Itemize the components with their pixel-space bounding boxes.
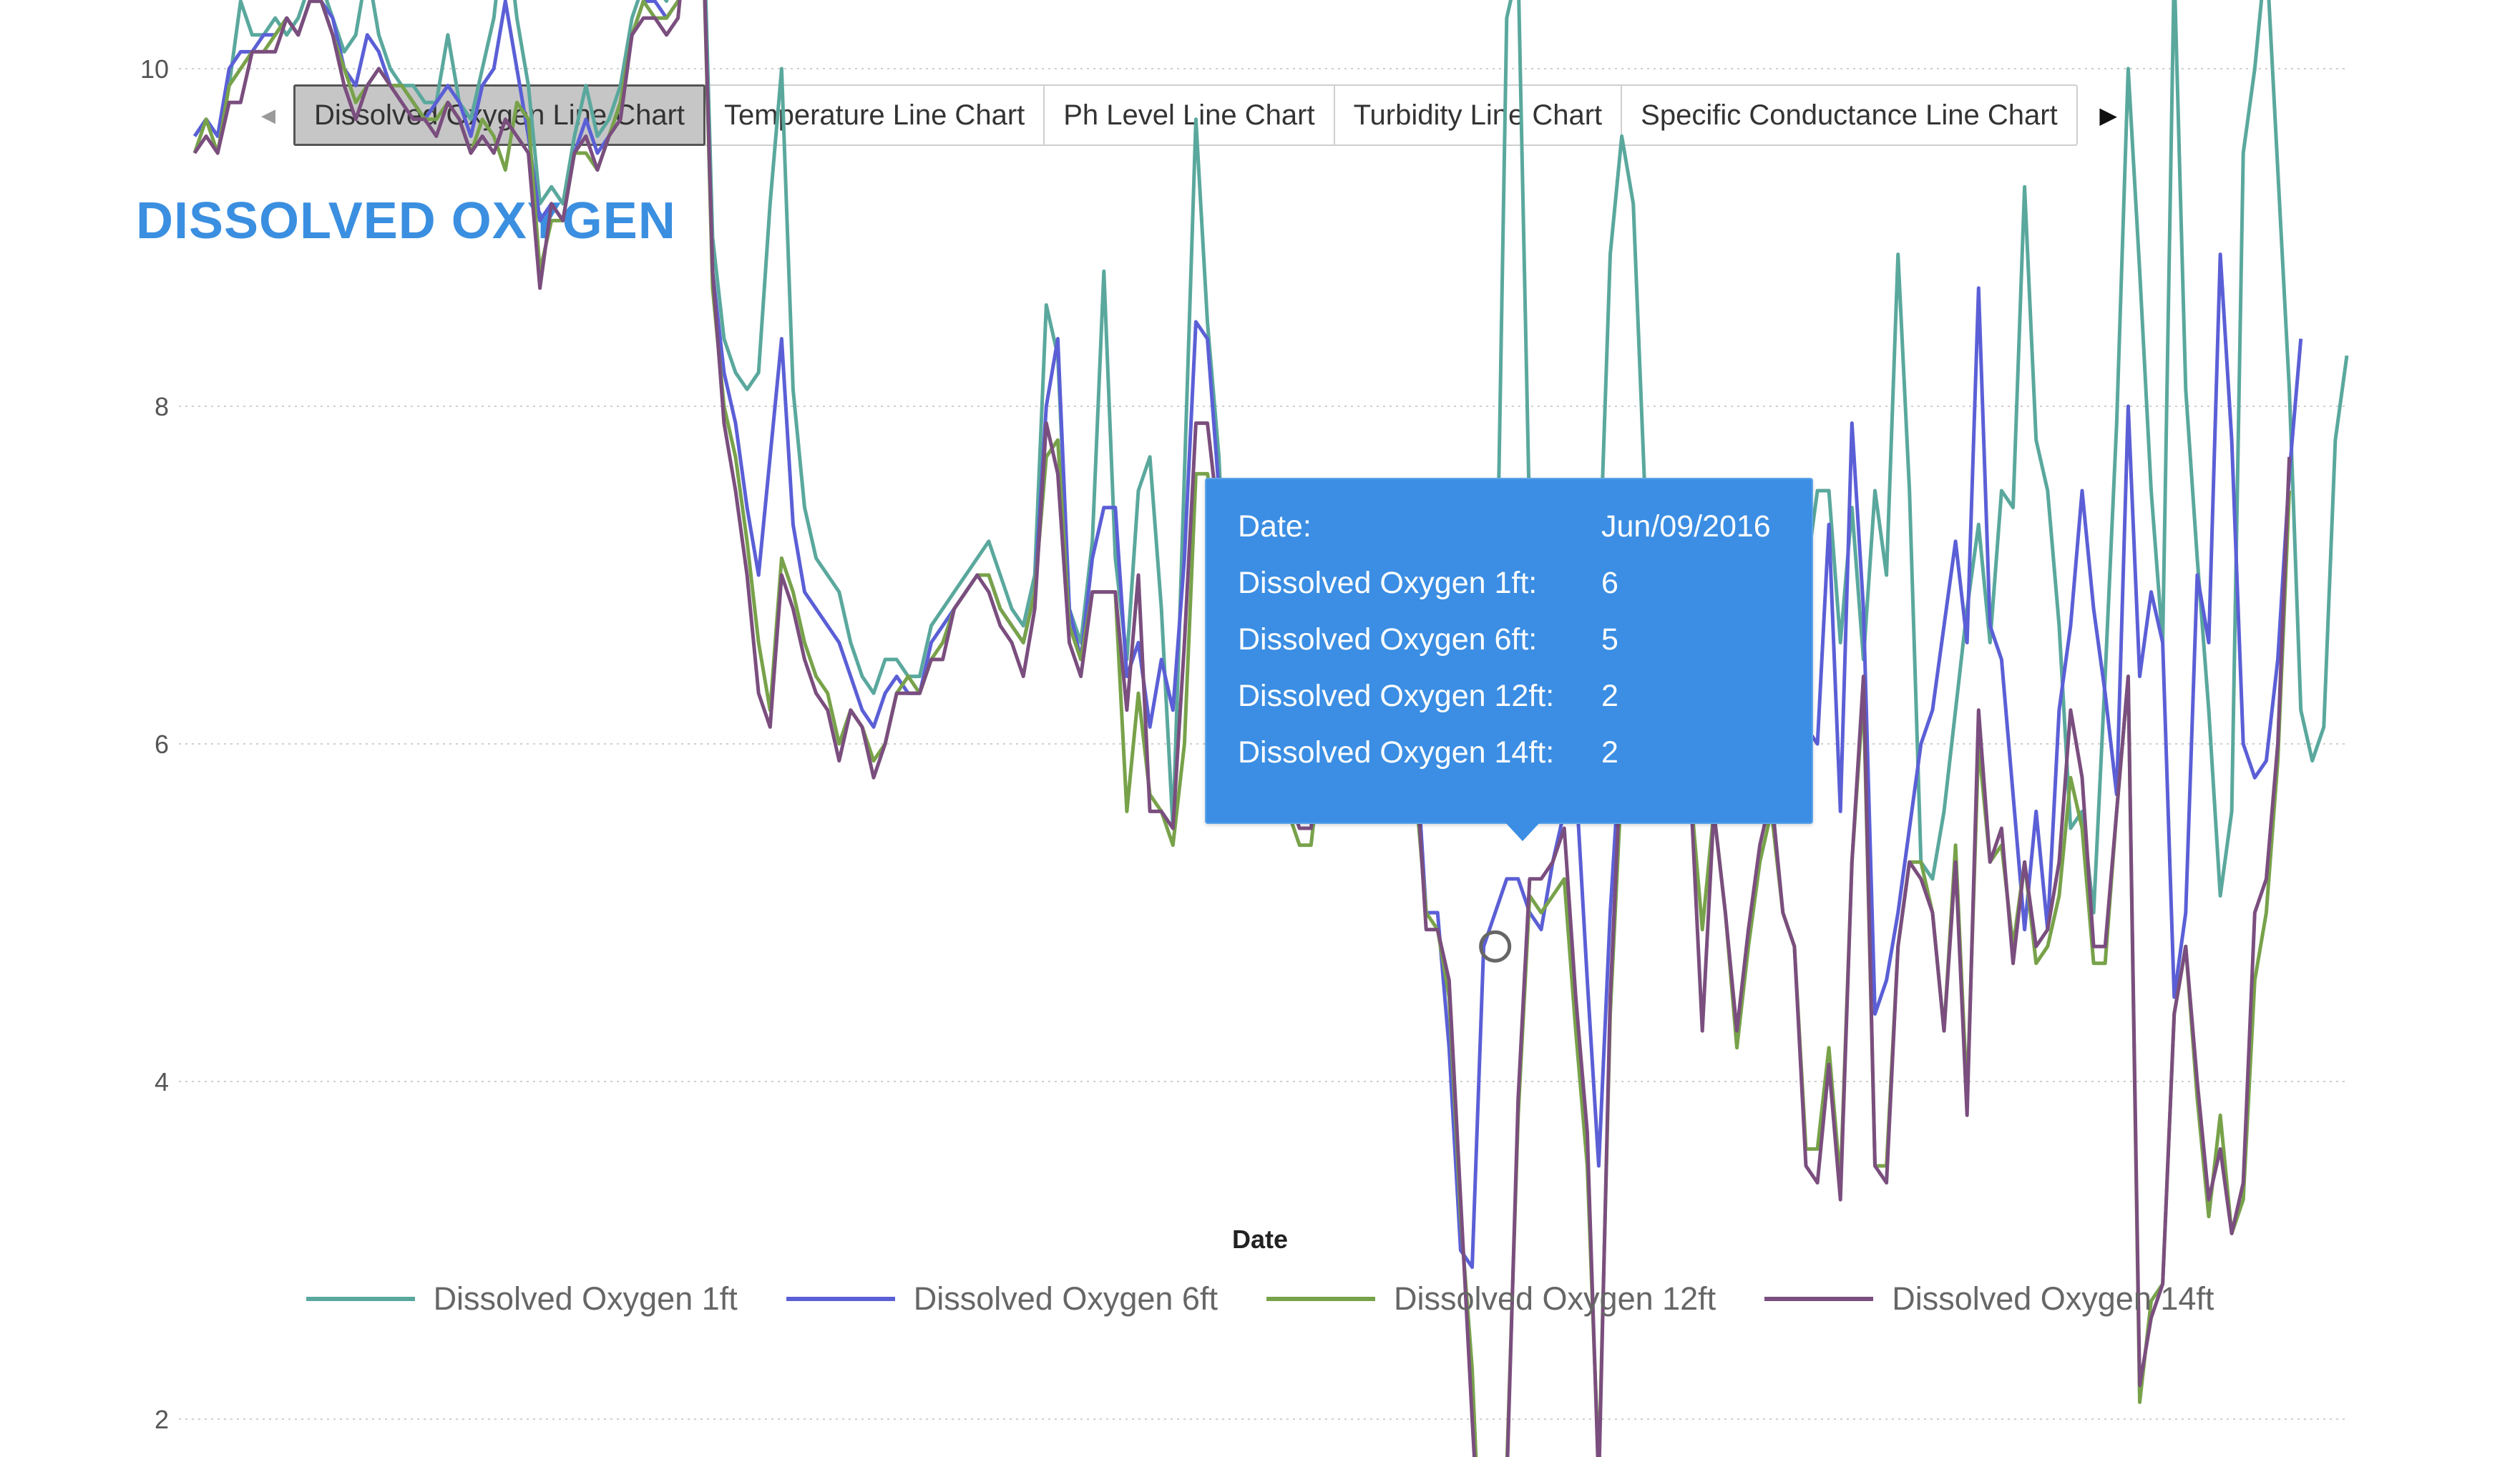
y-tick-label: 4 (155, 1067, 169, 1097)
legend-item-14ft[interactable]: Dissolved Oxygen 14ft (1764, 1280, 2214, 1318)
legend-label-14ft: Dissolved Oxygen 14ft (1892, 1280, 2214, 1317)
tooltip-value-12ft: 2 (1601, 679, 1618, 713)
legend-item-6ft[interactable]: Dissolved Oxygen 6ft (786, 1280, 1218, 1318)
y-axis-ticks: 2 4 6 8 10 (140, 54, 169, 1434)
legend-swatch-12ft (1266, 1297, 1375, 1301)
y-tick-label: 10 (140, 54, 169, 84)
legend-item-1ft[interactable]: Dissolved Oxygen 1ft (306, 1280, 738, 1318)
tooltip-pointer (1505, 823, 1540, 841)
legend-item-12ft[interactable]: Dissolved Oxygen 12ft (1266, 1280, 1716, 1318)
highlight-markers (1479, 930, 1512, 963)
tabs-prev-arrow-icon[interactable]: ◀ (261, 104, 275, 126)
tooltip-value-date: Jun/09/2016 (1601, 509, 1771, 544)
legend-swatch-14ft (1764, 1297, 1874, 1301)
tab-turbidity[interactable]: Turbidity Line Chart (1335, 86, 1623, 144)
tab-temperature[interactable]: Temperature Line Chart (705, 86, 1045, 144)
data-tooltip: Date: Jun/09/2016 Dissolved Oxygen 1ft: … (1205, 478, 1813, 841)
legend-label-1ft: Dissolved Oxygen 1ft (433, 1280, 738, 1317)
tooltip-value-14ft: 2 (1601, 735, 1618, 770)
y-tick-label: 2 (155, 1405, 169, 1434)
legend-label-12ft: Dissolved Oxygen 12ft (1393, 1280, 1716, 1317)
hover-point-marker (1479, 930, 1512, 963)
legend-swatch-6ft (786, 1297, 895, 1301)
tooltip-value-1ft: 6 (1601, 566, 1618, 600)
gridlines (179, 68, 2348, 1420)
y-tick-label: 8 (155, 392, 169, 421)
legend-label-6ft: Dissolved Oxygen 6ft (913, 1280, 1218, 1317)
legend-swatch-1ft (306, 1297, 415, 1301)
x-axis-title: Date (1231, 1225, 1289, 1254)
tooltip-label-date: Date: (1238, 509, 1312, 544)
tooltip-value-6ft: 5 (1601, 622, 1618, 657)
tab-ph-level[interactable]: Ph Level Line Chart (1045, 86, 1335, 144)
tab-specific-conductance[interactable]: Specific Conductance Line Chart (1641, 99, 2058, 131)
chart-legend: Dissolved Oxygen 1ft Dissolved Oxygen 6f… (0, 1280, 2520, 1318)
chart-title: DISSOLVED OXYGEN (136, 192, 676, 250)
tooltip-label-1ft: Dissolved Oxygen 1ft: (1238, 566, 1538, 600)
tooltip-label-6ft: Dissolved Oxygen 6ft: (1238, 622, 1538, 657)
tooltip-label-12ft: Dissolved Oxygen 12ft: (1238, 679, 1555, 713)
tooltip-label-14ft: Dissolved Oxygen 14ft: (1238, 735, 1555, 770)
y-tick-label: 6 (155, 730, 169, 759)
tabs-next-arrow-icon[interactable]: ▶ (2099, 102, 2117, 128)
